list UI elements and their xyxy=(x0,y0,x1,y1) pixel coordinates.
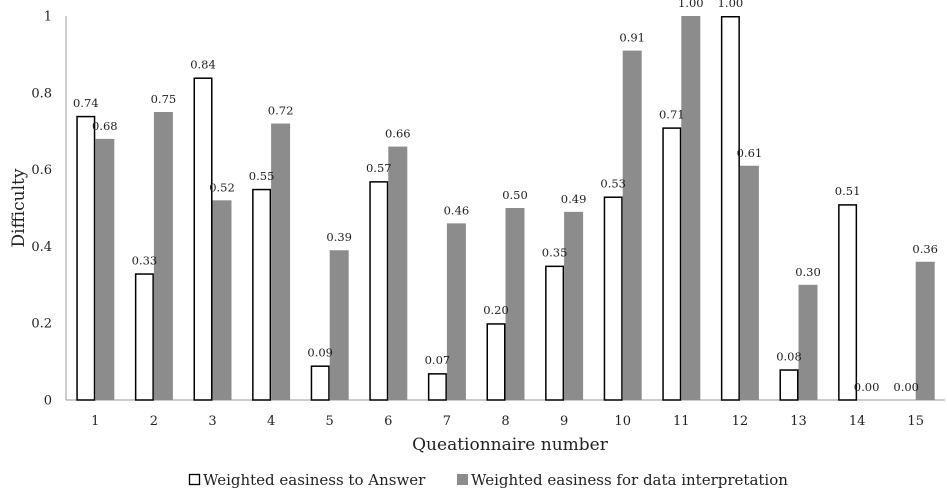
data-label: 0.49 xyxy=(561,192,587,206)
data-label: 0.52 xyxy=(209,180,235,194)
bar-interpretation xyxy=(505,208,525,400)
bar-interpretation xyxy=(212,200,232,400)
bar-interpretation xyxy=(329,250,349,400)
data-label: 0.84 xyxy=(190,57,216,71)
data-label: 0.33 xyxy=(132,253,158,267)
data-label: 0.00 xyxy=(893,380,919,394)
y-tick-label: 0.4 xyxy=(31,240,52,255)
bar-answer xyxy=(310,365,330,401)
x-tick-label: 3 xyxy=(208,414,216,429)
data-label: 0.46 xyxy=(444,203,470,217)
data-label: 0.20 xyxy=(483,303,509,317)
y-axis-title: Difficulty xyxy=(9,168,29,247)
data-label: 0.91 xyxy=(619,31,645,45)
bar-interpretation xyxy=(622,50,642,401)
data-label: 0.51 xyxy=(835,184,861,198)
data-labels: 0.74 0.68 0.33 0.75 0.84 0.52 0.55 0.72 0.09 0.39… xyxy=(73,0,938,394)
legend-label-answer: Weighted easiness to Answer xyxy=(203,471,426,489)
data-label: 0.07 xyxy=(425,353,451,367)
legend-label-interpretation: Weighted easiness for data interpretatio… xyxy=(471,471,788,489)
data-label: 0.72 xyxy=(268,104,294,118)
x-tick-label: 11 xyxy=(673,414,690,429)
bar-interpretation xyxy=(798,284,818,400)
x-tick-label: 12 xyxy=(732,414,749,429)
data-label: 0.08 xyxy=(776,349,802,363)
data-label: 0.68 xyxy=(92,119,118,133)
x-tick-label: 6 xyxy=(384,414,392,429)
data-label: 0.71 xyxy=(659,107,685,121)
bar-answer xyxy=(486,323,506,401)
x-tick-label: 9 xyxy=(560,414,568,429)
y-tick-label: 0.2 xyxy=(31,317,52,332)
data-label: 0.36 xyxy=(912,242,938,256)
bar-answer xyxy=(134,273,154,401)
bar-interpretation xyxy=(739,165,759,400)
x-tick-label: 10 xyxy=(614,414,631,429)
data-label: 0.30 xyxy=(795,265,821,279)
x-tick-label: 4 xyxy=(267,414,275,429)
bar-interpretation xyxy=(153,112,173,400)
bar-interpretation xyxy=(95,138,115,400)
y-tick-label: 0.8 xyxy=(31,86,52,101)
bar-interpretation xyxy=(388,146,408,400)
data-label: 0.74 xyxy=(73,96,99,110)
data-label: 1.00 xyxy=(678,0,704,10)
y-axis-ticks: 0 0.2 0.4 0.6 0.8 1 xyxy=(31,10,52,409)
legend-swatch-answer xyxy=(188,473,201,486)
bar-answer xyxy=(252,188,272,401)
bar-answer xyxy=(662,127,682,401)
data-label: 0.55 xyxy=(249,169,275,183)
data-label: 0.75 xyxy=(151,92,177,106)
y-tick-label: 0 xyxy=(44,394,52,409)
data-label: 0.35 xyxy=(542,246,568,260)
y-tick-label: 0.6 xyxy=(31,163,52,178)
data-label: 0.61 xyxy=(737,146,763,160)
bar-interpretation xyxy=(446,223,466,400)
bar-answer xyxy=(193,77,213,401)
bar-answer xyxy=(720,16,740,401)
x-tick-label: 1 xyxy=(91,414,99,429)
data-label: 0.53 xyxy=(600,176,626,190)
bar-answer xyxy=(603,196,623,401)
legend-swatch-interpretation xyxy=(457,474,468,485)
bar-answer xyxy=(779,369,799,401)
x-tick-label: 2 xyxy=(150,414,158,429)
data-label: 0.66 xyxy=(385,127,411,141)
x-tick-label: 5 xyxy=(326,414,334,429)
bar-answer xyxy=(369,181,389,401)
bar-interpretation xyxy=(681,16,701,400)
data-label: 1.00 xyxy=(718,0,744,10)
y-tick-label: 1 xyxy=(44,10,52,25)
x-tick-label: 14 xyxy=(849,414,866,429)
bars xyxy=(76,16,935,401)
data-label: 0.50 xyxy=(502,188,528,202)
x-tick-label: 8 xyxy=(501,414,509,429)
bar-interpretation xyxy=(564,211,584,400)
bar-interpretation xyxy=(271,123,291,401)
bar-interpretation xyxy=(915,261,935,400)
data-label: 0.39 xyxy=(326,230,352,244)
data-label: 0.57 xyxy=(366,161,392,175)
bar-answer xyxy=(427,373,447,401)
x-axis-ticks: 1 2 3 4 5 6 7 8 9 10 11 12 13 14 15 xyxy=(91,414,924,429)
x-axis-title: Queationnaire number xyxy=(412,435,609,455)
x-tick-label: 7 xyxy=(443,414,451,429)
bar-answer xyxy=(838,204,858,401)
x-tick-label: 13 xyxy=(790,414,807,429)
data-label: 0.00 xyxy=(854,380,880,394)
legend: Weighted easiness to Answer Weighted eas… xyxy=(188,471,788,489)
bar-answer xyxy=(545,265,565,401)
x-tick-label: 15 xyxy=(907,414,924,429)
bar-answer xyxy=(76,115,96,401)
data-label: 0.09 xyxy=(307,345,333,359)
